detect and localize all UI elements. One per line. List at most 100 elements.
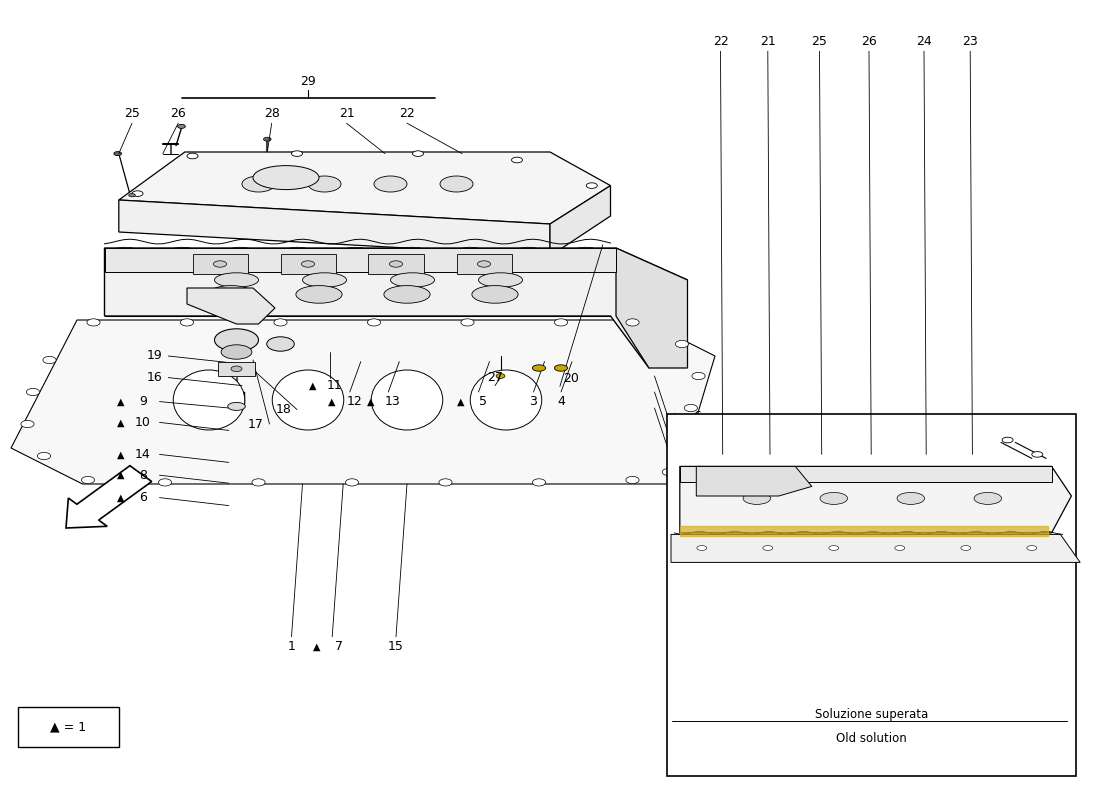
- Ellipse shape: [626, 318, 639, 326]
- Ellipse shape: [626, 476, 639, 483]
- Text: a passion for cars since 1999: a passion for cars since 1999: [253, 447, 517, 465]
- Ellipse shape: [180, 318, 194, 326]
- Text: 21: 21: [760, 35, 775, 48]
- Text: ▲ = 1: ▲ = 1: [51, 721, 86, 734]
- Text: ▲: ▲: [367, 397, 374, 406]
- Polygon shape: [192, 254, 248, 274]
- Text: ▲: ▲: [118, 493, 124, 502]
- Ellipse shape: [898, 493, 924, 505]
- Ellipse shape: [174, 370, 244, 430]
- Polygon shape: [456, 254, 512, 274]
- Text: 10: 10: [135, 416, 151, 429]
- Text: 22: 22: [713, 35, 728, 48]
- FancyArrow shape: [66, 466, 152, 528]
- Ellipse shape: [532, 365, 546, 371]
- Ellipse shape: [213, 261, 227, 267]
- Ellipse shape: [129, 194, 135, 197]
- Ellipse shape: [253, 166, 319, 190]
- Ellipse shape: [132, 191, 143, 196]
- Text: ▲: ▲: [314, 642, 320, 651]
- Text: 8: 8: [139, 469, 147, 482]
- Ellipse shape: [252, 478, 265, 486]
- Text: 2: 2: [673, 442, 681, 454]
- Ellipse shape: [461, 318, 474, 326]
- Polygon shape: [280, 254, 336, 274]
- Text: 25: 25: [812, 35, 827, 48]
- Ellipse shape: [384, 286, 430, 303]
- Ellipse shape: [37, 452, 51, 459]
- Text: ▲: ▲: [309, 381, 316, 390]
- Ellipse shape: [26, 388, 40, 396]
- Ellipse shape: [264, 138, 272, 141]
- Text: ▲: ▲: [118, 418, 124, 427]
- Text: 6: 6: [139, 491, 147, 504]
- Text: ▲: ▲: [671, 411, 679, 421]
- Polygon shape: [550, 186, 610, 256]
- Text: 4: 4: [557, 395, 565, 408]
- Ellipse shape: [512, 157, 522, 162]
- Text: 12: 12: [346, 395, 362, 408]
- Text: ▲: ▲: [458, 397, 464, 406]
- Polygon shape: [680, 466, 1052, 482]
- Ellipse shape: [961, 546, 970, 550]
- Ellipse shape: [762, 546, 772, 550]
- Text: 6: 6: [693, 410, 701, 422]
- Ellipse shape: [214, 329, 258, 351]
- Polygon shape: [11, 320, 715, 484]
- Text: 7: 7: [693, 426, 701, 438]
- Ellipse shape: [478, 273, 522, 287]
- Ellipse shape: [554, 365, 568, 371]
- Ellipse shape: [586, 183, 597, 188]
- Text: 17: 17: [249, 418, 264, 430]
- Ellipse shape: [242, 176, 275, 192]
- Ellipse shape: [221, 345, 252, 359]
- Ellipse shape: [820, 493, 847, 505]
- Text: 15: 15: [388, 640, 404, 653]
- Text: 29: 29: [300, 75, 316, 88]
- Text: ▲: ▲: [329, 397, 336, 406]
- Polygon shape: [119, 200, 550, 256]
- Polygon shape: [696, 466, 812, 496]
- Ellipse shape: [440, 176, 473, 192]
- FancyBboxPatch shape: [18, 707, 119, 747]
- FancyBboxPatch shape: [667, 414, 1076, 776]
- Ellipse shape: [554, 318, 568, 326]
- Text: 20: 20: [563, 372, 579, 385]
- Ellipse shape: [975, 493, 1001, 505]
- Text: 26: 26: [170, 107, 186, 120]
- Ellipse shape: [292, 150, 302, 156]
- Text: ▲: ▲: [118, 397, 124, 406]
- Text: 1: 1: [287, 640, 296, 653]
- Ellipse shape: [208, 286, 254, 303]
- Ellipse shape: [684, 404, 697, 411]
- Ellipse shape: [496, 374, 505, 378]
- Ellipse shape: [301, 261, 315, 267]
- Ellipse shape: [302, 273, 346, 287]
- Polygon shape: [104, 248, 688, 368]
- Ellipse shape: [266, 337, 295, 351]
- Text: 5: 5: [478, 395, 487, 408]
- Text: Old solution: Old solution: [836, 732, 906, 745]
- Ellipse shape: [43, 356, 56, 363]
- Ellipse shape: [374, 176, 407, 192]
- Ellipse shape: [662, 468, 675, 475]
- Ellipse shape: [308, 176, 341, 192]
- Polygon shape: [671, 534, 1080, 562]
- Ellipse shape: [87, 318, 100, 326]
- Ellipse shape: [158, 478, 172, 486]
- Text: ▲: ▲: [671, 427, 679, 437]
- Text: europaspares: europaspares: [213, 362, 557, 406]
- Polygon shape: [218, 362, 255, 376]
- Polygon shape: [616, 248, 688, 368]
- Ellipse shape: [231, 366, 242, 371]
- Text: 25: 25: [124, 107, 140, 120]
- Ellipse shape: [21, 421, 34, 427]
- Ellipse shape: [273, 370, 344, 430]
- Ellipse shape: [114, 151, 121, 155]
- Polygon shape: [104, 248, 616, 272]
- Ellipse shape: [697, 546, 707, 550]
- Text: 7: 7: [334, 640, 343, 653]
- Ellipse shape: [472, 286, 518, 303]
- Text: 22: 22: [399, 107, 415, 120]
- Text: 19: 19: [147, 350, 163, 362]
